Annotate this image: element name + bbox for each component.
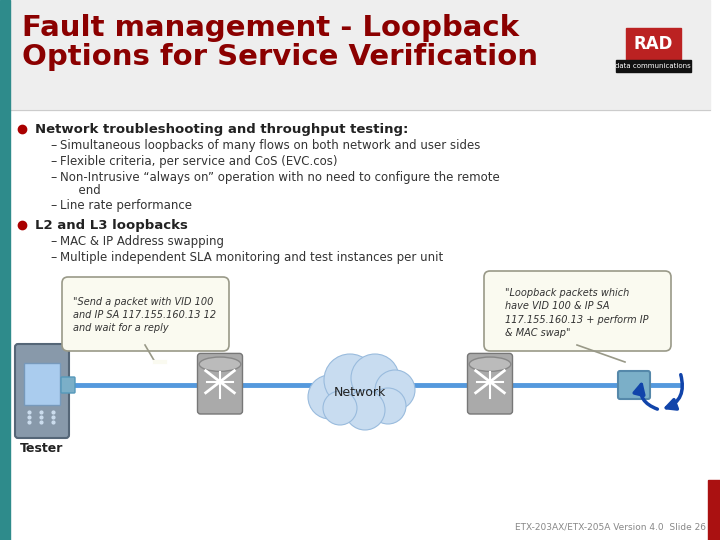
- FancyBboxPatch shape: [484, 271, 671, 351]
- Text: –: –: [50, 139, 56, 152]
- Bar: [24, 363, 60, 405]
- Bar: [708, 480, 720, 540]
- Bar: [626, 28, 681, 60]
- Text: –: –: [50, 156, 56, 168]
- Text: Tester: Tester: [20, 442, 63, 455]
- FancyBboxPatch shape: [618, 371, 650, 399]
- Text: "Loopback packets which
have VID 100 & IP SA
117.155.160.13 + perform IP
& MAC s: "Loopback packets which have VID 100 & I…: [505, 288, 649, 338]
- Circle shape: [351, 354, 399, 402]
- Ellipse shape: [199, 357, 240, 372]
- Text: Non-Intrusive “always on” operation with no need to configure the remote: Non-Intrusive “always on” operation with…: [60, 172, 500, 185]
- Text: –: –: [50, 172, 56, 185]
- Text: data communications: data communications: [615, 63, 691, 69]
- Circle shape: [370, 388, 406, 424]
- Text: Options for Service Verification: Options for Service Verification: [22, 43, 538, 71]
- Ellipse shape: [469, 357, 510, 372]
- Text: L2 and L3 loopbacks: L2 and L3 loopbacks: [35, 219, 188, 232]
- Circle shape: [323, 391, 357, 425]
- Text: Flexible criteria, per service and CoS (EVC.cos): Flexible criteria, per service and CoS (…: [60, 156, 338, 168]
- FancyBboxPatch shape: [15, 344, 69, 438]
- FancyBboxPatch shape: [197, 353, 243, 414]
- Text: –: –: [50, 235, 56, 248]
- Text: RAD: RAD: [634, 35, 672, 53]
- FancyBboxPatch shape: [61, 377, 75, 393]
- Bar: [0, 0, 10, 540]
- Text: MAC & IP Address swapping: MAC & IP Address swapping: [60, 235, 224, 248]
- Text: Fault management - Loopback: Fault management - Loopback: [22, 14, 519, 42]
- Text: Line rate performance: Line rate performance: [60, 199, 192, 213]
- Text: Multiple independent SLA monitoring and test instances per unit: Multiple independent SLA monitoring and …: [60, 252, 444, 265]
- Text: end: end: [56, 184, 101, 197]
- Text: ETX-203AX/ETX-205A Version 4.0  Slide 26: ETX-203AX/ETX-205A Version 4.0 Slide 26: [515, 523, 706, 532]
- Text: Network troubleshooting and throughput testing:: Network troubleshooting and throughput t…: [35, 123, 408, 136]
- Circle shape: [308, 375, 352, 419]
- Text: Simultaneous loopbacks of many flows on both network and user sides: Simultaneous loopbacks of many flows on …: [60, 139, 480, 152]
- FancyBboxPatch shape: [467, 353, 513, 414]
- Circle shape: [324, 354, 376, 406]
- Text: –: –: [50, 199, 56, 213]
- Text: –: –: [50, 252, 56, 265]
- FancyArrowPatch shape: [634, 384, 657, 409]
- Bar: [10, 0, 710, 110]
- Bar: [616, 60, 691, 72]
- FancyBboxPatch shape: [62, 277, 229, 351]
- FancyArrowPatch shape: [666, 375, 683, 409]
- Circle shape: [375, 370, 415, 410]
- Circle shape: [345, 390, 385, 430]
- Text: "Send a packet with VID 100
and IP SA 117.155.160.13 12
and wait for a reply: "Send a packet with VID 100 and IP SA 11…: [73, 297, 217, 333]
- Text: Network: Network: [334, 386, 386, 399]
